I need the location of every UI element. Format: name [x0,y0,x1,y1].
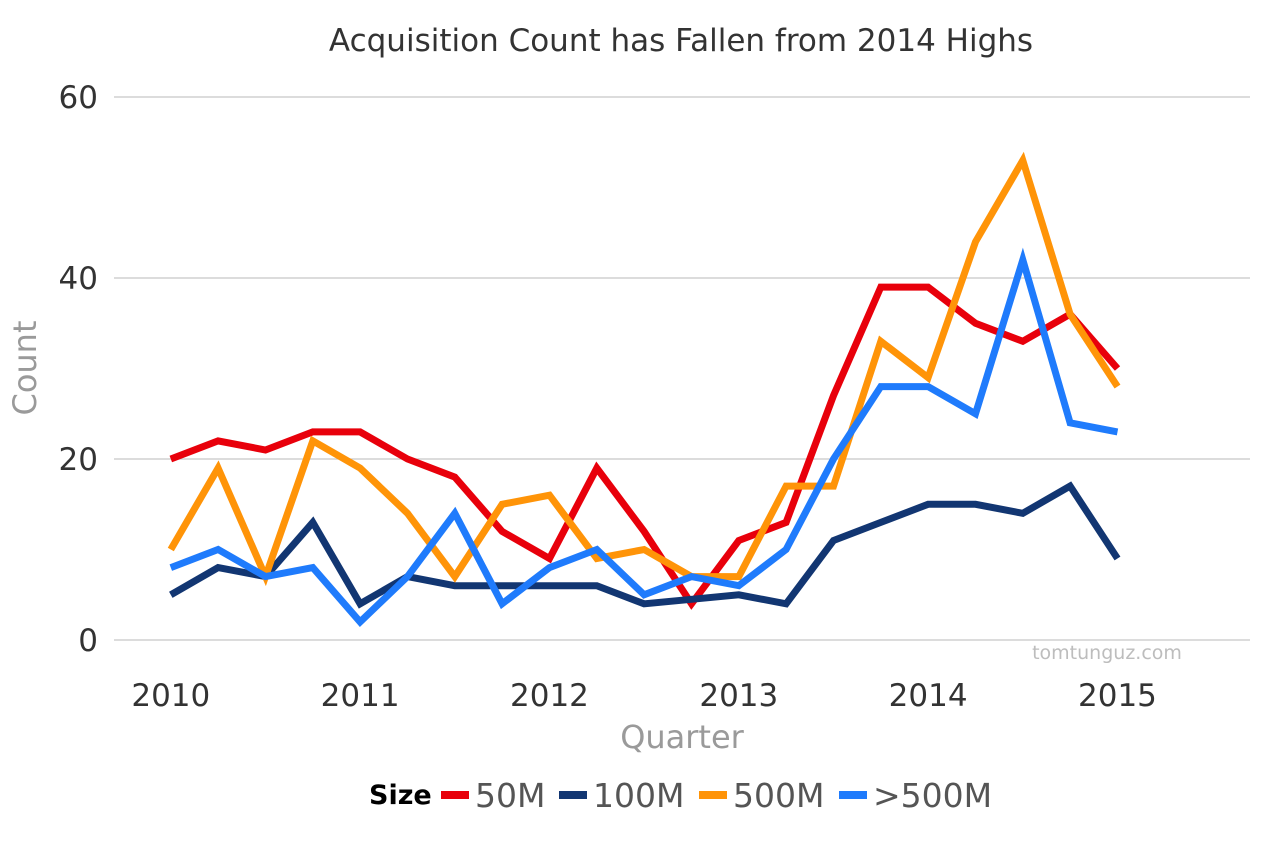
watermark: tomtunguz.com [1032,642,1182,664]
series-line-0 [169,283,1121,610]
chart-title: Acquisition Count has Fallen from 2014 H… [329,23,1033,59]
legend-label: 100M [593,776,684,815]
y-axis-ticks: 0 20 40 60 [59,80,98,659]
y-tick-label: 0 [78,623,98,659]
legend-title: Size [369,780,432,811]
x-tick-label: 2010 [131,678,210,714]
legend-label: 50M [475,776,545,815]
x-axis-label: Quarter [620,718,744,756]
series-line-2 [167,151,1121,587]
legend: Size 50M 100M 500M >500M [369,776,992,815]
x-axis-ticks: 2010 2011 2012 2013 2014 2015 [131,678,1157,714]
y-tick-label: 40 [59,261,98,297]
legend-label: >500M [873,776,992,815]
series-line-1 [169,481,1121,609]
series-line-3 [169,247,1119,627]
x-tick-label: 2012 [510,678,589,714]
y-tick-label: 20 [59,442,98,478]
x-tick-label: 2015 [1078,678,1157,714]
y-axis-label: Count [6,320,44,415]
series-lines [167,151,1121,627]
x-tick-label: 2013 [699,678,778,714]
x-tick-label: 2011 [321,678,400,714]
legend-label: 500M [733,776,824,815]
y-tick-label: 60 [59,80,98,116]
x-tick-label: 2014 [889,678,968,714]
